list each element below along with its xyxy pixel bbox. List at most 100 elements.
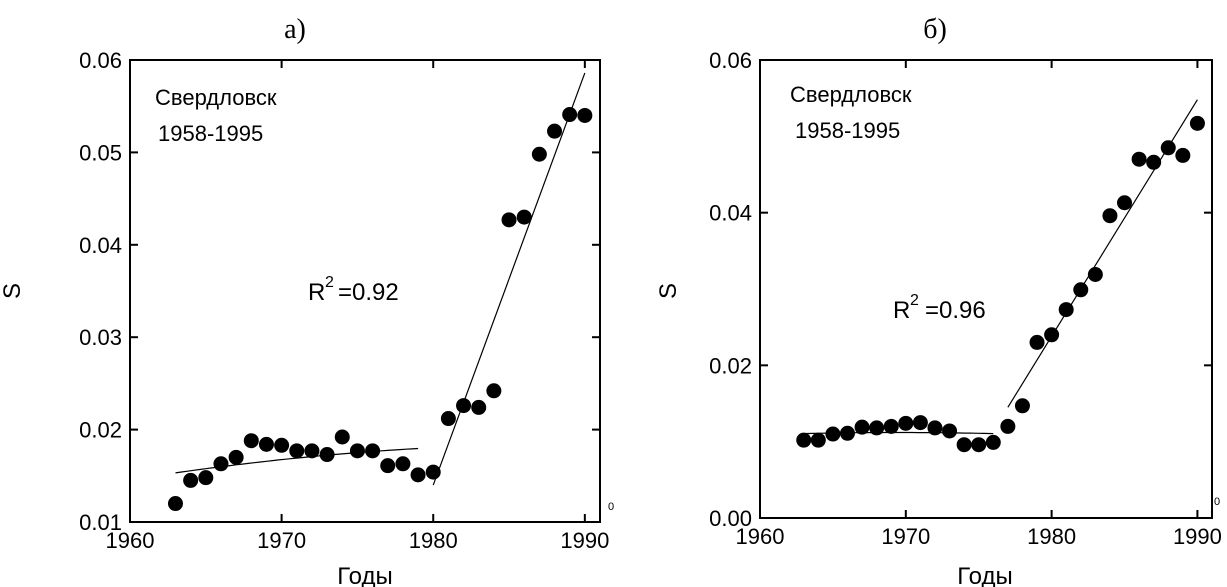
data-point bbox=[516, 209, 532, 225]
data-point bbox=[942, 423, 958, 439]
data-point bbox=[971, 437, 987, 453]
data-point bbox=[1029, 334, 1045, 350]
data-point bbox=[1044, 327, 1060, 343]
r2-value: =0.92 bbox=[338, 279, 399, 306]
data-point bbox=[810, 432, 826, 448]
data-point bbox=[365, 443, 381, 459]
y-tick-label: 0.04 bbox=[709, 201, 752, 226]
data-point bbox=[1160, 140, 1176, 156]
data-point bbox=[289, 443, 305, 459]
corner-mark: 0 bbox=[608, 501, 614, 513]
x-tick-label: 1960 bbox=[736, 524, 785, 549]
fit-lines bbox=[803, 99, 1198, 435]
x-tick-label: 1970 bbox=[257, 528, 306, 553]
x-tick-label: 1970 bbox=[881, 524, 930, 549]
y-tick-label: 0.06 bbox=[709, 48, 752, 73]
data-point bbox=[956, 437, 972, 453]
y-tick-label: 0.06 bbox=[79, 48, 122, 73]
data-point bbox=[198, 470, 214, 486]
data-point bbox=[1102, 208, 1118, 224]
y-tick-label: 0.04 bbox=[79, 233, 122, 258]
data-point bbox=[898, 415, 914, 431]
data-point bbox=[380, 458, 396, 474]
data-point bbox=[1146, 154, 1162, 170]
data-point bbox=[1189, 115, 1205, 131]
data-point bbox=[1087, 266, 1103, 282]
data-point bbox=[1014, 398, 1030, 414]
data-point bbox=[349, 443, 365, 459]
y-tick-label: 0.02 bbox=[709, 353, 752, 378]
panel-label: б) bbox=[923, 14, 947, 45]
plot-frame bbox=[129, 59, 601, 523]
data-point bbox=[985, 434, 1001, 450]
data-point bbox=[869, 420, 885, 436]
y-axis-title: S bbox=[655, 283, 682, 299]
x-tick-label: 1960 bbox=[106, 528, 155, 553]
x-tick-label: 1990 bbox=[560, 528, 609, 553]
chart-panel-b: б) 0.00 0.02 0.04 0.06 1960 1970 1980 1990 Све… bbox=[655, 14, 1222, 587]
corner-mark: 0 bbox=[1214, 496, 1220, 508]
data-point bbox=[883, 418, 899, 434]
y-tick-label: 0.03 bbox=[79, 325, 122, 350]
data-point bbox=[547, 123, 563, 139]
data-point bbox=[304, 443, 320, 459]
data-point bbox=[531, 146, 547, 162]
panel-label: а) bbox=[284, 14, 306, 45]
r2-annotation: R 2 =0.96 bbox=[893, 292, 986, 324]
data-point bbox=[1058, 302, 1074, 318]
x-ticks: 1960 1970 1980 1990 bbox=[736, 60, 1222, 549]
data-point bbox=[258, 436, 274, 452]
data-point bbox=[167, 496, 183, 512]
x-axis-title: Годы bbox=[957, 563, 1012, 587]
data-point bbox=[562, 107, 578, 123]
data-point bbox=[334, 429, 350, 445]
data-point bbox=[471, 399, 487, 415]
data-point bbox=[243, 433, 259, 449]
data-point bbox=[395, 456, 411, 472]
data-point bbox=[425, 464, 441, 480]
y-axis-title: S bbox=[0, 283, 26, 299]
r2-value: =0.96 bbox=[925, 297, 986, 324]
plot-frame bbox=[759, 59, 1213, 519]
y-tick-label: 0.01 bbox=[79, 510, 122, 535]
data-point bbox=[228, 449, 244, 465]
period-label: 1958-1995 bbox=[158, 121, 263, 146]
fit-line bbox=[432, 72, 586, 486]
chart-panel-a: а) 0.01 0.02 0.03 0.04 0.05 0.06 1960 1970 1980… bbox=[0, 14, 614, 587]
data-point bbox=[854, 419, 870, 435]
city-label: Свердловск bbox=[790, 82, 912, 107]
data-point bbox=[213, 456, 229, 472]
data-point bbox=[577, 107, 593, 123]
data-point bbox=[839, 425, 855, 441]
data-point bbox=[440, 411, 456, 427]
data-point bbox=[1131, 151, 1147, 167]
data-point bbox=[927, 420, 943, 436]
svg-text:R: R bbox=[308, 279, 325, 306]
x-axis-title: Годы bbox=[337, 563, 392, 587]
data-point bbox=[319, 447, 335, 463]
svg-text:R: R bbox=[893, 297, 910, 324]
city-label: Свердловск bbox=[155, 85, 277, 110]
data-point bbox=[1117, 195, 1133, 211]
y-tick-label: 0.00 bbox=[709, 506, 752, 531]
y-ticks: 0.00 0.02 0.04 0.06 bbox=[709, 48, 1212, 531]
data-points bbox=[167, 107, 593, 512]
data-point bbox=[825, 426, 841, 442]
data-point bbox=[501, 212, 517, 228]
x-ticks: 1960 1970 1980 1990 bbox=[106, 60, 609, 553]
data-point bbox=[183, 472, 199, 488]
r2-annotation: R 2 =0.92 bbox=[308, 274, 399, 306]
svg-text:2: 2 bbox=[910, 292, 919, 309]
data-points bbox=[796, 115, 1205, 453]
data-point bbox=[410, 467, 426, 483]
y-ticks: 0.01 0.02 0.03 0.04 0.05 0.06 bbox=[79, 48, 600, 535]
data-point bbox=[1000, 418, 1016, 434]
data-point bbox=[274, 437, 290, 453]
x-tick-label: 1990 bbox=[1173, 524, 1222, 549]
data-point bbox=[456, 398, 472, 414]
x-tick-label: 1980 bbox=[409, 528, 458, 553]
svg-text:2: 2 bbox=[325, 274, 334, 291]
y-tick-label: 0.02 bbox=[79, 418, 122, 443]
data-point bbox=[1175, 147, 1191, 163]
